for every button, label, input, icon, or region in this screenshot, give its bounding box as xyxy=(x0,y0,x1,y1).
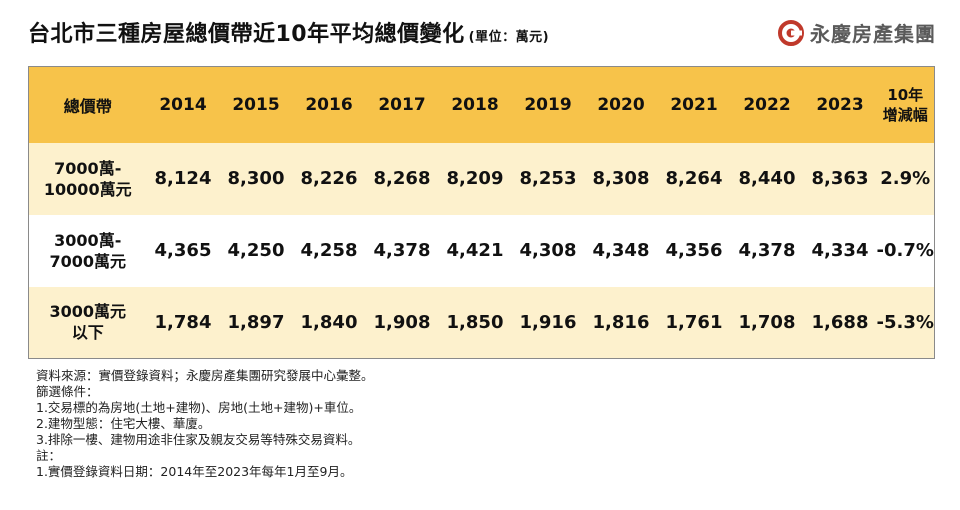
header-cell-year: 2018 xyxy=(438,66,512,143)
logo-text: 永慶房產集團 xyxy=(810,22,936,46)
value-cell: 1,908 xyxy=(365,286,439,359)
value-cell: 8,264 xyxy=(665,168,723,189)
value-cell: 1,850 xyxy=(438,286,512,359)
row-label: 7000萬- 10000萬元 xyxy=(29,143,147,215)
note-line: 註： xyxy=(36,448,62,463)
value-cell: 4,421 xyxy=(446,240,504,261)
value-cell: 4,356 xyxy=(665,240,723,261)
change-header-line2: 增減幅 xyxy=(882,105,928,124)
change-cell: 2.9% xyxy=(880,168,931,189)
row-label-line2: 10000萬元 xyxy=(43,179,132,199)
value-cell: 8,209 xyxy=(446,168,504,189)
value-cell: 8,440 xyxy=(738,168,796,189)
value-cell: 4,334 xyxy=(811,240,869,261)
header-cell-year: 2015 xyxy=(219,66,293,143)
value-cell: 8,308 xyxy=(592,168,650,189)
value-cell: 4,378 xyxy=(738,240,796,261)
value-cell: 1,688 xyxy=(803,286,877,359)
value-cell: 1,784 xyxy=(146,286,220,359)
header-cell-year: 2023 xyxy=(803,66,877,143)
value-cell: 1,916 xyxy=(511,286,585,359)
value-cell: 8,124 xyxy=(154,168,212,189)
note-line: 1.交易標的為房地(土地+建物)、房地(土地+建物)+車位。 xyxy=(36,400,362,415)
chart-title: 台北市三種房屋總價帶近10年平均總價變化 (單位：萬元) xyxy=(28,16,549,48)
note-line: 資料來源：實價登錄資料；永慶房產集團研究發展中心彙整。 xyxy=(36,368,374,383)
row-label-line1: 3000萬元 xyxy=(49,302,127,322)
value-cell: 8,363 xyxy=(811,168,869,189)
table-row: 3000萬- 7000萬元 4,365 4,250 4,258 4,378 4,421 4,3… xyxy=(28,214,935,287)
header-cell-year: 2019 xyxy=(511,66,585,143)
value-cell: 8,268 xyxy=(373,168,431,189)
header-cell-year: 2020 xyxy=(584,66,658,143)
logo-mark-icon xyxy=(778,19,804,46)
value-cell: 4,378 xyxy=(373,240,431,261)
header-cell-change: 10年 增減幅 xyxy=(876,66,935,143)
header-row: 總價帶 2014 2015 2016 2017 2018 2019 2020 2021 2022… xyxy=(28,66,935,143)
header-cell-year: 2022 xyxy=(730,66,804,143)
header-cell-year: 2021 xyxy=(657,66,731,143)
table-row: 7000萬- 10000萬元 8,124 8,300 8,226 8,268 8,209 8,… xyxy=(28,142,935,215)
unit-label: (單位：萬元) xyxy=(468,30,550,45)
row-label-line1: 7000萬- xyxy=(54,158,122,178)
note-line: 3.排除一樓、建物用途非住家及親友交易等特殊交易資料。 xyxy=(36,432,361,447)
value-cell: 4,365 xyxy=(154,240,212,261)
row-label: 3000萬元 以下 xyxy=(28,286,147,359)
row-label: 3000萬- 7000萬元 xyxy=(29,215,147,287)
header-cell-year: 2014 xyxy=(146,66,220,143)
value-cell: 8,253 xyxy=(519,168,577,189)
table-body: 7000萬- 10000萬元 8,124 8,300 8,226 8,268 8,209 8,… xyxy=(28,142,935,359)
note-line: 1.實價登錄資料日期：2014年至2023年每年1月至9月。 xyxy=(36,464,353,479)
value-cell: 1,816 xyxy=(584,286,658,359)
value-cell: 8,300 xyxy=(227,168,285,189)
note-line: 2.建物型態：住宅大樓、華廈。 xyxy=(36,416,211,431)
value-cell: 4,308 xyxy=(519,240,577,261)
value-cell: 1,840 xyxy=(292,286,366,359)
change-cell: -5.3% xyxy=(876,286,935,359)
note-line: 篩選條件： xyxy=(36,384,99,399)
value-cell: 1,708 xyxy=(730,286,804,359)
value-cell: 4,250 xyxy=(227,240,285,261)
table-row: 3000萬元 以下 1,784 1,897 1,840 1,908 1,850 1,916 1,… xyxy=(28,286,935,359)
value-cell: 1,897 xyxy=(219,286,293,359)
source-notes: 資料來源：實價登錄資料；永慶房產集團研究發展中心彙整。 篩選條件： 1.交易標的為房… xyxy=(36,368,374,480)
change-header-line1: 10年 xyxy=(887,85,924,104)
value-cell: 4,258 xyxy=(300,240,358,261)
change-cell: -0.7% xyxy=(876,240,934,261)
price-table: 總價帶 2014 2015 2016 2017 2018 2019 2020 2021 2022… xyxy=(28,66,935,359)
value-cell: 1,761 xyxy=(657,286,731,359)
row-label-line1: 3000萬- xyxy=(54,230,122,250)
row-label-line2: 以下 xyxy=(71,323,104,343)
brand-logo: 永慶房產集團 xyxy=(778,18,936,47)
row-label-line2: 7000萬元 xyxy=(49,251,127,271)
value-cell: 4,348 xyxy=(592,240,650,261)
header-cell-year: 2016 xyxy=(292,66,366,143)
title-text: 台北市三種房屋總價帶近10年平均總價變化 xyxy=(28,22,465,47)
header-cell-category: 總價帶 xyxy=(28,66,147,143)
value-cell: 8,226 xyxy=(300,168,358,189)
header-cell-year: 2017 xyxy=(365,66,439,143)
